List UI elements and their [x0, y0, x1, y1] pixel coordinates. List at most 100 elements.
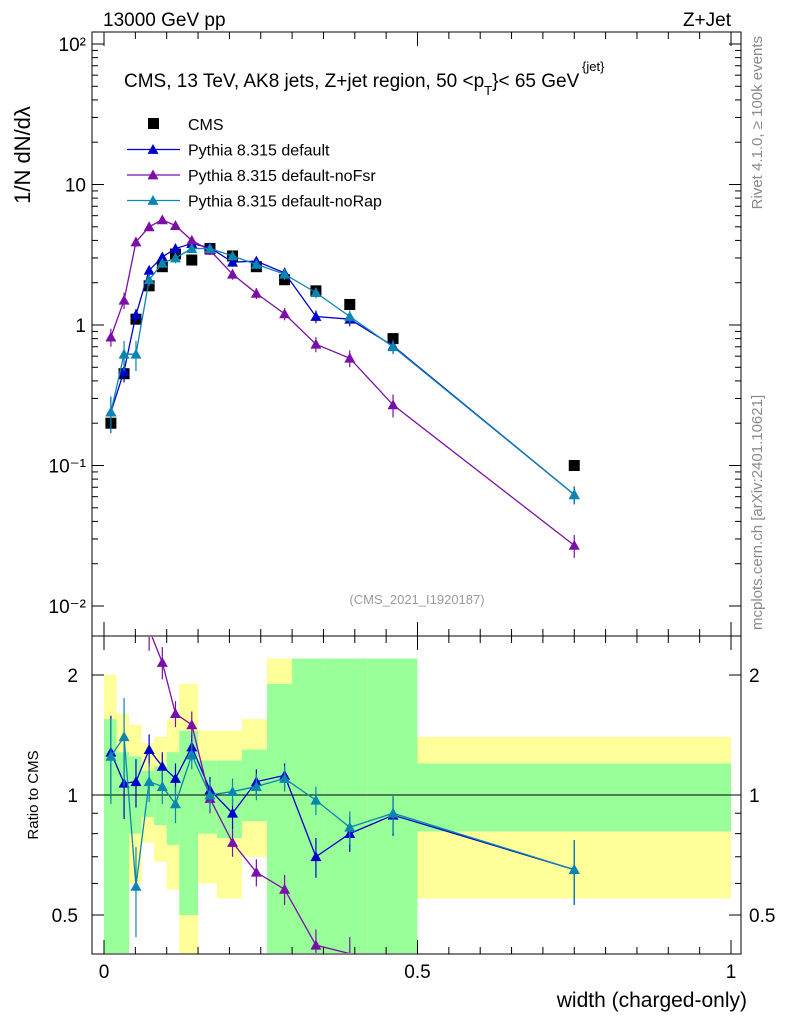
ratio-point — [169, 708, 181, 719]
mc-data-point — [169, 243, 181, 253]
axis-ticks: 0 0.5 1 10⁻² 10⁻¹ 1 10 10² 0.5 1 2 0.5 1 2 — [49, 32, 775, 983]
ratio-point — [227, 837, 239, 847]
mc-data-point — [387, 341, 399, 352]
y-tick-label: 10 — [65, 176, 86, 197]
ratio-y-tick-label-right: 0.5 — [749, 906, 775, 927]
ratio-ylabel-text: Ratio to CMS — [25, 750, 42, 839]
title-sub: T — [484, 83, 492, 98]
cms-data-point — [344, 298, 356, 310]
mc-data-point — [105, 331, 117, 342]
x-axis-label: width (charged-only) — [556, 989, 747, 1012]
mc-data-point — [169, 220, 181, 230]
mc-data-point — [156, 214, 168, 225]
x-tick-label: 0.5 — [404, 962, 430, 983]
ratio-band-green — [154, 766, 167, 826]
process-label: Z+Jet — [683, 10, 732, 31]
energy-label: 13000 GeV pp — [103, 10, 226, 31]
cms-data-point — [568, 460, 580, 471]
ratio-point — [156, 760, 168, 771]
legend: CMS Pythia 8.315 default Pythia 8.315 defa… — [127, 117, 382, 211]
x-tick-label: 1 — [726, 962, 737, 983]
ratio-point — [279, 772, 291, 783]
ratio-point — [156, 781, 168, 791]
rivet-label: Rivet 4.1.0, ≥ 100k events — [749, 36, 766, 209]
legend-label: Pythia 8.315 default-noFsr — [188, 168, 376, 185]
legend-marker — [147, 144, 159, 154]
legend-label: Pythia 8.315 default — [188, 143, 330, 160]
legend-label: Pythia 8.315 default-noRap — [188, 194, 382, 211]
ratio-y-tick-label-right: 1 — [749, 786, 760, 807]
series-line — [110, 242, 575, 496]
y-tick-label: 10⁻¹ — [49, 457, 87, 478]
mc-data-point — [156, 251, 168, 262]
mc-data-point — [227, 268, 239, 279]
ratio-point — [344, 821, 356, 832]
mc-data-point — [143, 264, 155, 275]
legend-marker-cms — [148, 118, 159, 129]
ratio-point — [310, 851, 322, 862]
ratio-band-green — [104, 719, 117, 953]
series-pythia-8-315-default-nofsr — [105, 214, 580, 558]
rivet-label-text: Rivet 4.1.0, ≥ 100k events — [749, 36, 766, 209]
y-tick-label: 10² — [59, 35, 86, 56]
ratio-point — [227, 807, 239, 818]
ratio-y-tick-label: 1 — [67, 786, 78, 807]
mc-data-point — [186, 243, 198, 253]
mc-data-point — [105, 406, 117, 417]
mc-data-point — [118, 294, 130, 305]
mc-data-point — [279, 308, 291, 319]
ratio-band-green — [292, 658, 324, 953]
mc-data-point — [310, 287, 322, 298]
mc-data-point — [568, 539, 580, 550]
ratio-point — [130, 880, 142, 891]
ratio-point — [169, 798, 181, 809]
x-tick-label: 0 — [99, 962, 110, 983]
ratio-uncertainty-bands — [104, 658, 731, 953]
title-sup: {jet} — [582, 59, 605, 74]
mc-data-point — [143, 221, 155, 232]
ratio-point — [387, 807, 399, 818]
mc-data-point — [130, 348, 142, 359]
main-series-group — [105, 214, 580, 558]
analysis-id: (CMS_2021_I1920187) — [349, 592, 484, 607]
mc-data-point — [130, 236, 142, 247]
series-line — [110, 247, 575, 496]
series-line — [110, 219, 575, 546]
ratio-point — [186, 719, 198, 730]
ratio-band-green — [216, 760, 242, 839]
mc-data-point — [227, 256, 239, 267]
ratio-point — [186, 749, 198, 760]
ratio-series-pythia-8-315-default-norap — [105, 698, 580, 938]
ratio-point — [568, 864, 580, 874]
ratio-point — [105, 750, 117, 761]
mc-data-point — [344, 352, 356, 363]
source-label-text: mcplots.cern.ch [arXiv:2401.10621] — [749, 395, 766, 630]
title-main: CMS, 13 TeV, AK8 jets, Z+jet region, 50 … — [124, 71, 484, 92]
ratio-y-tick-label: 0.5 — [52, 906, 78, 927]
mc-data-point — [310, 338, 322, 349]
ratio-series-group — [105, 637, 580, 953]
mc-data-point — [143, 274, 155, 285]
ratio-point — [204, 789, 216, 800]
mc-data-point — [568, 489, 580, 500]
ratio-point — [310, 794, 322, 805]
main-ylabel-text: 1/N dN/dλ — [10, 106, 35, 204]
mc-data-point — [118, 348, 130, 359]
legend-marker — [147, 169, 159, 180]
ratio-band-green — [323, 658, 368, 953]
series-pythia-8-315-default — [105, 238, 580, 505]
y-tick-label: 10⁻² — [49, 597, 87, 618]
ratio-point — [130, 776, 142, 787]
main-ylabel: 1/N dN/dλ — [10, 106, 35, 204]
mc-data-point — [250, 258, 262, 269]
mc-data-point — [310, 310, 322, 321]
mc-data-point — [156, 257, 168, 268]
ratio-band-green — [417, 763, 731, 832]
y-tick-label: 1 — [75, 316, 86, 337]
mc-data-point — [250, 287, 262, 298]
legend-label: CMS — [188, 117, 224, 134]
mc-data-point — [227, 250, 239, 261]
ratio-point — [143, 744, 155, 754]
title-end: }< 65 GeV — [492, 71, 579, 92]
